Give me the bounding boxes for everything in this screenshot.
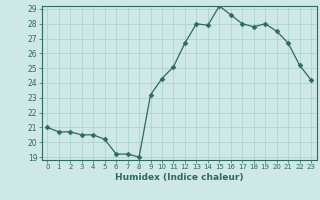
X-axis label: Humidex (Indice chaleur): Humidex (Indice chaleur) (115, 173, 244, 182)
